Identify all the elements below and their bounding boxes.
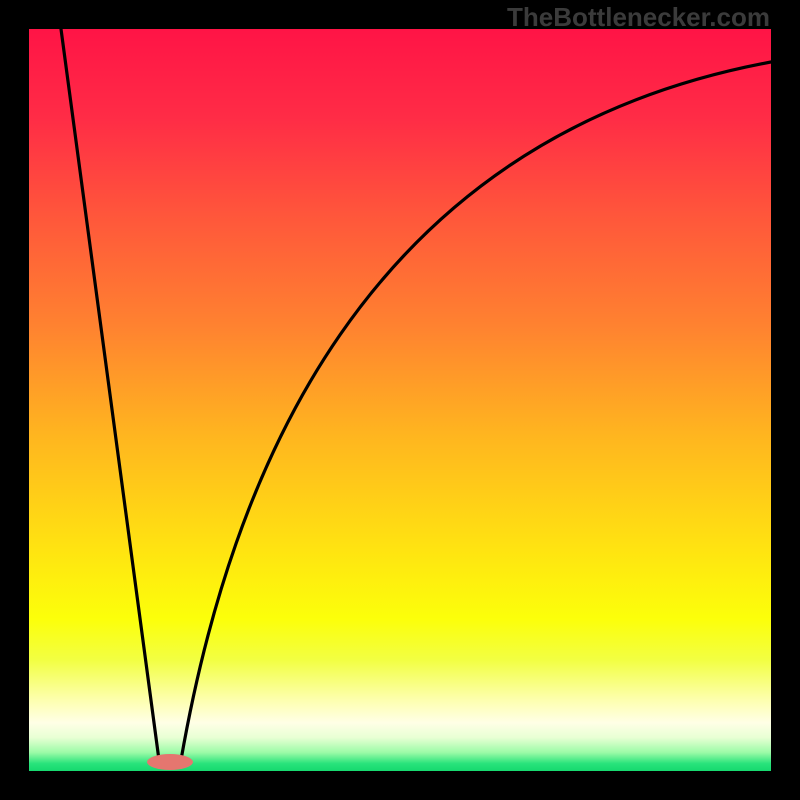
right-bottleneck-curve bbox=[181, 62, 771, 760]
curve-overlay bbox=[29, 29, 771, 771]
optimal-point-marker bbox=[147, 754, 193, 770]
chart-container: TheBottlenecker.com bbox=[0, 0, 800, 800]
left-bottleneck-line bbox=[61, 29, 159, 760]
watermark-text: TheBottlenecker.com bbox=[507, 2, 770, 33]
plot-area bbox=[29, 29, 771, 771]
